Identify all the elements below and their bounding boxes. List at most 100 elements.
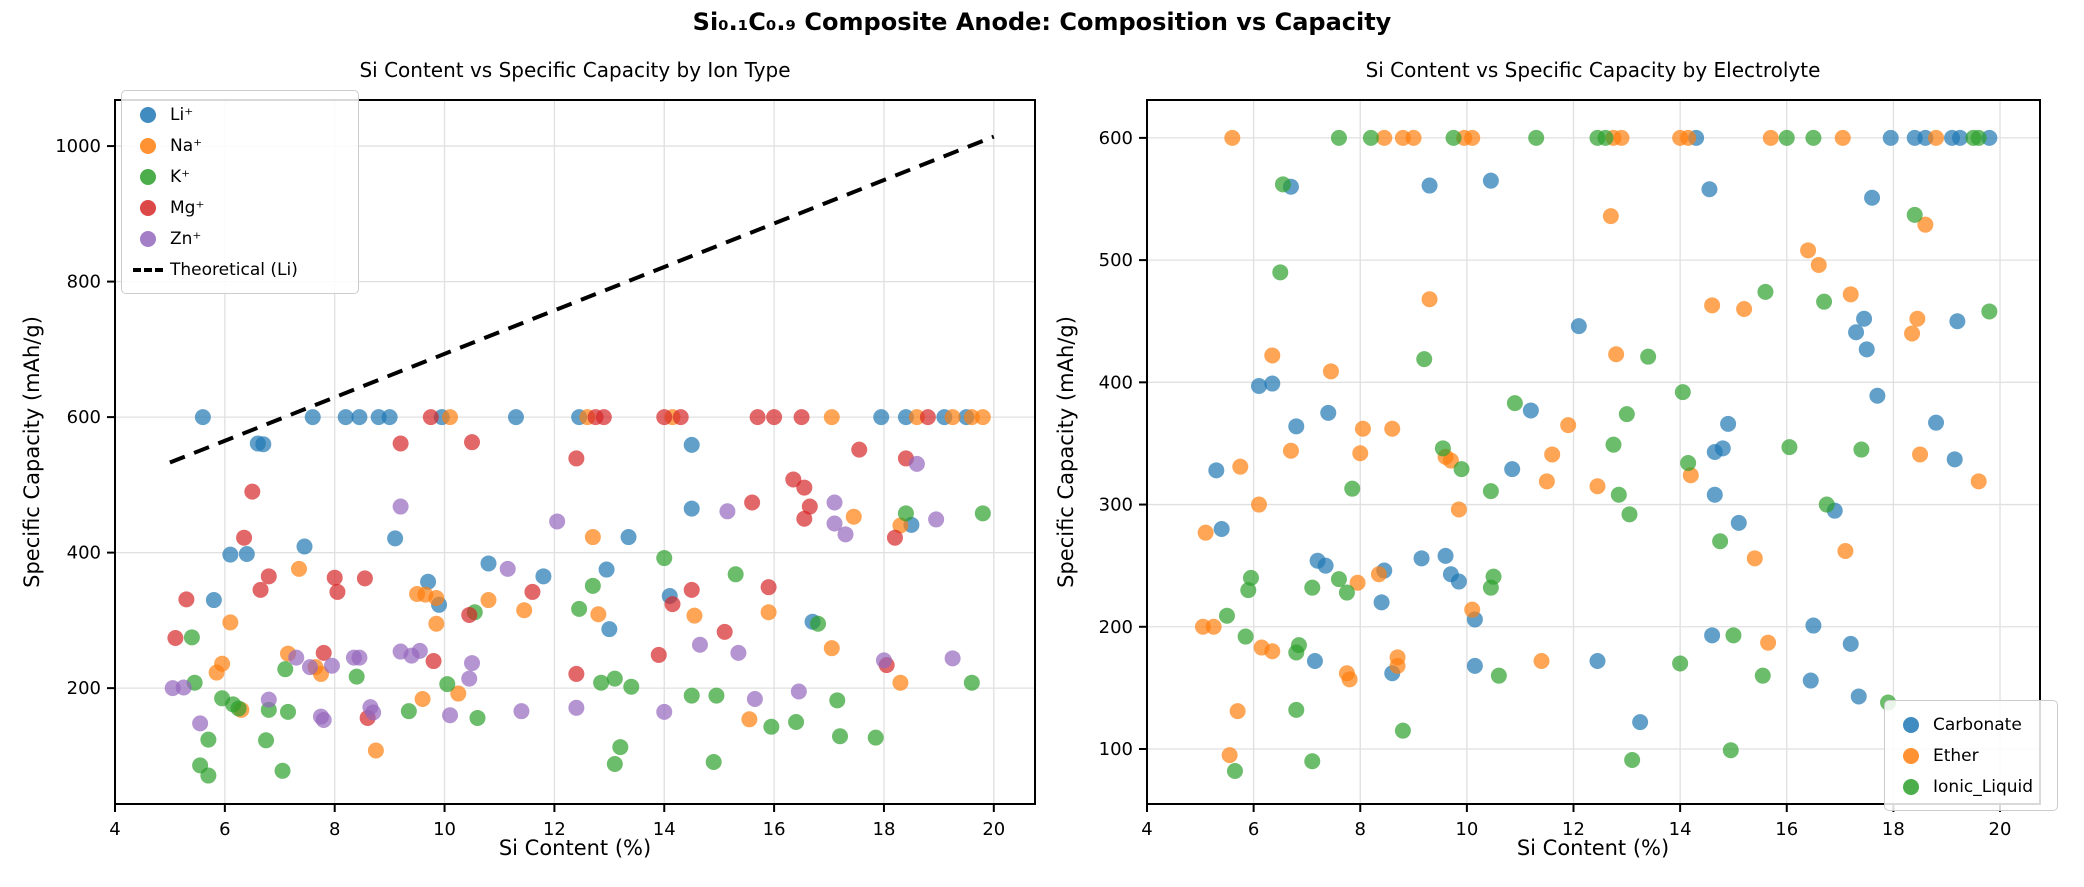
y-tick-label: 100 [1099, 739, 1133, 760]
series-marker-icon [1903, 747, 1919, 764]
scatter-point [1338, 584, 1355, 601]
scatter-point [392, 498, 409, 515]
y-tick-label: 200 [1099, 617, 1133, 638]
scatter-point [908, 455, 925, 472]
scatter-point [1778, 129, 1795, 146]
scatter-point [301, 659, 318, 676]
scatter-point [244, 483, 261, 500]
scatter-point [1869, 387, 1886, 404]
scatter-point [1632, 714, 1649, 731]
scatter-point [672, 409, 689, 426]
scatter-point [1682, 467, 1699, 484]
scatter-point [656, 703, 673, 720]
scatter-point [1722, 742, 1739, 759]
legend-label: Mg⁺ [170, 197, 205, 218]
scatter-point [1818, 496, 1835, 513]
scatter-point [1362, 129, 1379, 146]
scatter-point [788, 714, 805, 731]
scatter-point [1354, 420, 1371, 437]
scatter-point [1674, 384, 1691, 401]
scatter-point [867, 729, 884, 746]
scatter-point [365, 704, 382, 721]
scatter-point [1904, 325, 1921, 342]
scatter-point [832, 728, 849, 745]
scatter-point [620, 529, 637, 546]
scatter-point [746, 690, 763, 707]
scatter-point [1746, 550, 1763, 567]
scatter-point [274, 762, 291, 779]
scatter-point [1848, 324, 1865, 341]
scatter-point [205, 592, 222, 609]
scatter-point [370, 409, 387, 426]
scatter-point [1800, 242, 1817, 259]
scatter-point [1589, 478, 1606, 495]
scatter-point [1421, 177, 1438, 194]
scatter-point [1949, 313, 1966, 330]
scatter-point [796, 510, 813, 527]
scatter-point [1842, 635, 1859, 652]
scatter-point [1341, 671, 1358, 688]
scatter-point [1912, 446, 1929, 463]
scatter-point [741, 711, 758, 728]
scatter-point [194, 409, 211, 426]
scatter-point [499, 560, 516, 577]
scatter-point [1917, 216, 1934, 233]
scatter-point [381, 409, 398, 426]
scatter-point [1288, 701, 1305, 718]
legend-label: Carbonate [1933, 714, 2022, 735]
scatter-point [760, 604, 777, 621]
legend-label: Ionic_Liquid [1933, 776, 2034, 797]
x-tick-label: 8 [329, 819, 340, 840]
scatter-point [1240, 582, 1257, 599]
scatter-point [1946, 451, 1963, 468]
scatter-point [1522, 402, 1539, 419]
scatter-point [1304, 579, 1321, 596]
x-tick-label: 16 [763, 819, 786, 840]
scatter-point [329, 583, 346, 600]
x-tick-label: 4 [1141, 819, 1152, 840]
legend-item-li-: Li⁺ [132, 99, 344, 130]
scatter-point [1317, 557, 1334, 574]
scatter-point [1706, 486, 1723, 503]
scatter-point [826, 494, 843, 511]
legend-item-na-: Na⁺ [132, 130, 344, 161]
scatter-point [296, 538, 313, 555]
scatter-point [315, 644, 332, 661]
scatter-point [1437, 547, 1454, 564]
scatter-point [892, 517, 909, 534]
scatter-point [873, 409, 890, 426]
scatter-point [650, 646, 667, 663]
scatter-point [1850, 688, 1867, 705]
scatter-point [1242, 569, 1259, 586]
scatter-point [192, 715, 209, 732]
scatter-point [236, 529, 253, 546]
scatter-point [1208, 462, 1225, 479]
scatter-point [1570, 318, 1587, 335]
scatter-point [749, 409, 766, 426]
legend-item-ether: Ether [1895, 740, 2043, 771]
scatter-point [796, 479, 813, 496]
x-tick-label: 6 [1248, 819, 1259, 840]
x-tick-label: 14 [1669, 819, 1692, 840]
scatter-point [623, 678, 640, 695]
scatter-point [1253, 639, 1270, 656]
scatter-point [351, 409, 368, 426]
scatter-point [790, 683, 807, 700]
x-tick-label: 6 [219, 819, 230, 840]
scatter-point [337, 409, 354, 426]
scatter-point [1754, 667, 1771, 684]
figure-title: Si₀.₁C₀.₉ Composite Anode: Composition v… [692, 8, 1392, 36]
scatter-point [1482, 172, 1499, 189]
scatter-point [571, 600, 588, 617]
scatter-point [1970, 473, 1987, 490]
scatter-point [1712, 533, 1729, 550]
scatter-point [1349, 574, 1366, 591]
y-tick-label: 300 [1099, 495, 1133, 516]
scatter-point [1701, 181, 1718, 198]
scatter-point [730, 644, 747, 661]
legend-label: Theoretical (Li) [170, 259, 298, 280]
scatter-point [1834, 129, 1851, 146]
scatter-point [928, 511, 945, 528]
